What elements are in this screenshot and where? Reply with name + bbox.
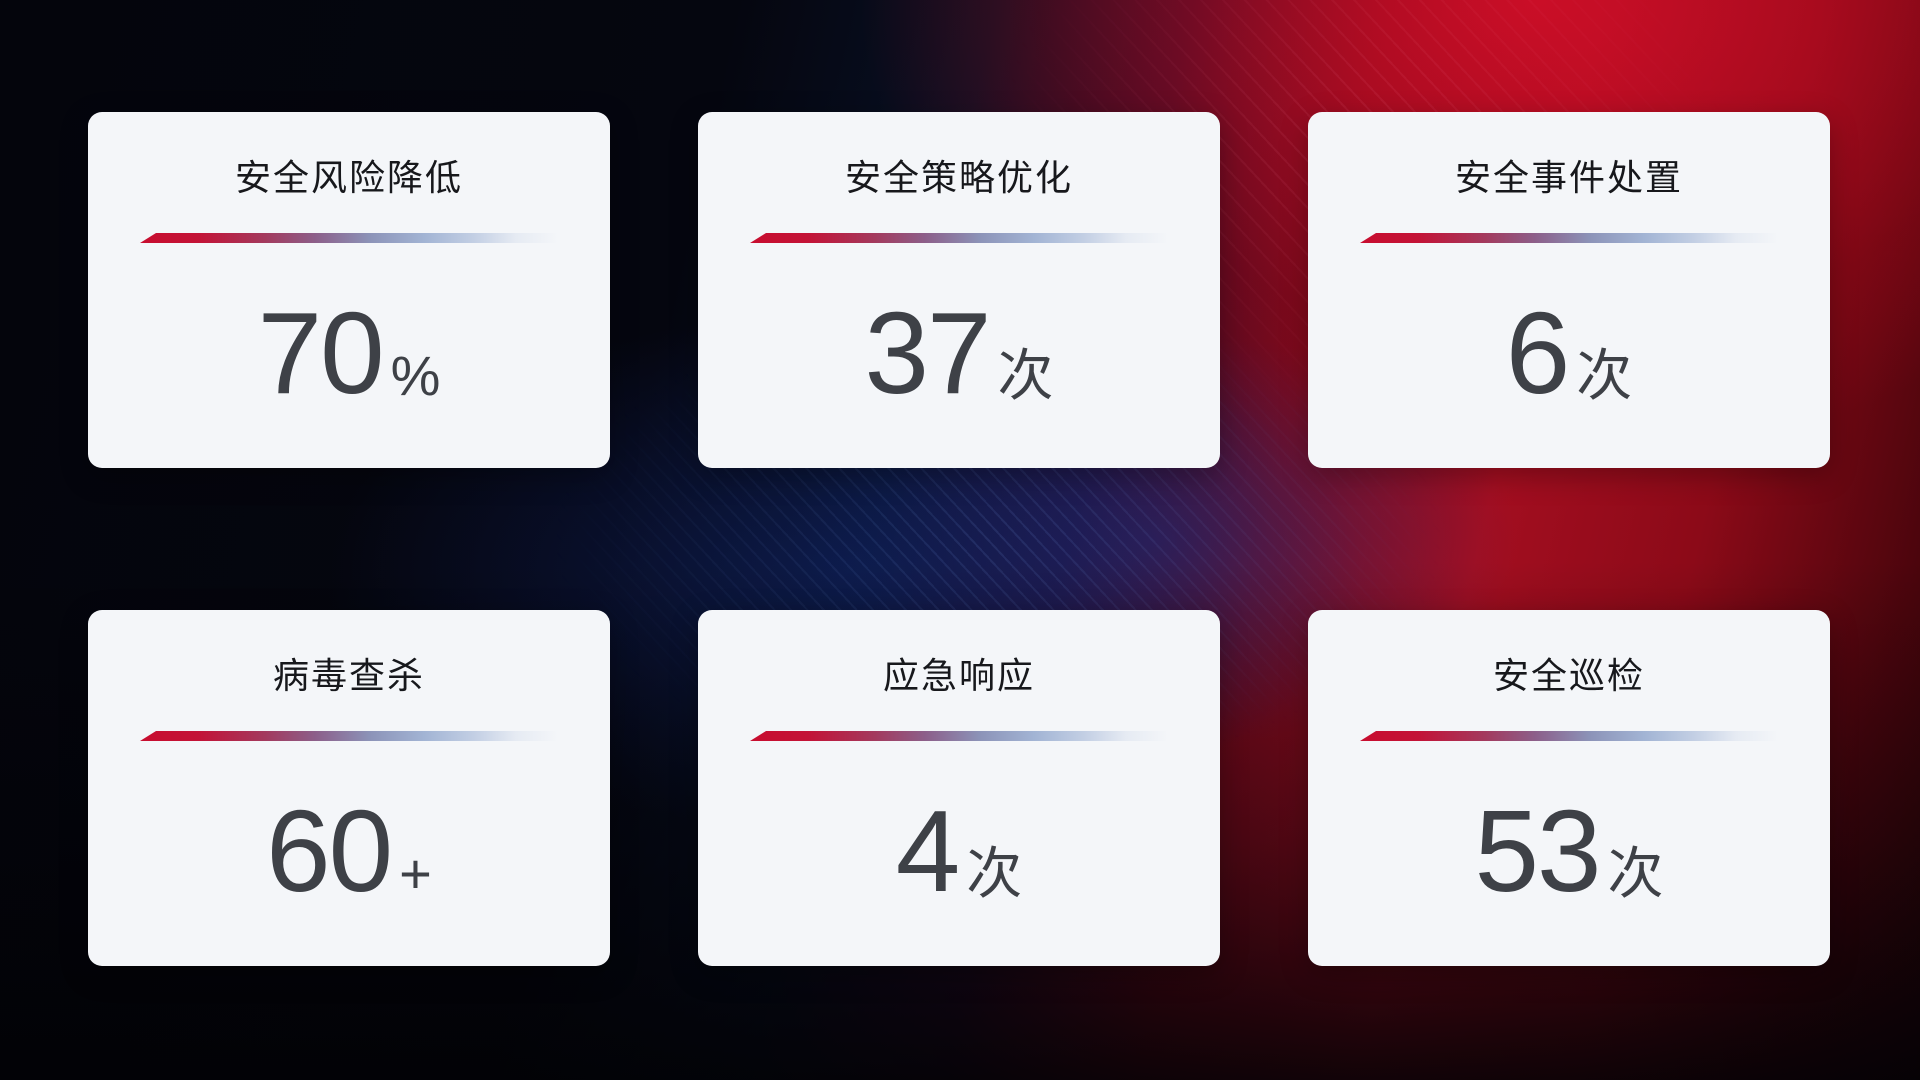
card-value-row: 37 次 — [864, 295, 1053, 411]
stat-card-3: 安全事件处置 6 次 — [1308, 112, 1830, 468]
card-value: 4 — [895, 786, 961, 916]
card-unit: 次 — [966, 842, 1023, 905]
stat-card-2: 安全策略优化 37 次 — [698, 112, 1220, 468]
card-title: 病毒查杀 — [272, 655, 425, 696]
card-value: 6 — [1505, 288, 1571, 418]
card-title: 应急响应 — [882, 655, 1035, 696]
card-unit: 次 — [997, 344, 1054, 407]
gradient-divider — [750, 233, 1168, 243]
card-value: 53 — [1474, 786, 1601, 916]
gradient-divider — [1360, 233, 1778, 243]
card-value: 60 — [266, 786, 393, 916]
card-value-row: 6 次 — [1506, 295, 1633, 411]
card-unit: 次 — [1576, 344, 1633, 407]
gradient-divider — [140, 731, 558, 741]
card-value-row: 53 次 — [1474, 793, 1663, 909]
card-value-row: 4 次 — [896, 793, 1023, 909]
gradient-divider — [750, 731, 1168, 741]
stat-card-6: 安全巡检 53 次 — [1308, 610, 1830, 966]
card-title: 安全事件处置 — [1454, 157, 1683, 198]
card-unit: + — [399, 842, 432, 905]
gradient-divider — [140, 233, 558, 243]
card-title: 安全巡检 — [1492, 655, 1645, 696]
gradient-divider — [1360, 731, 1778, 741]
stat-card-4: 病毒查杀 60 + — [88, 610, 610, 966]
card-value-row: 70 % — [258, 295, 441, 411]
card-value-row: 60 + — [266, 793, 432, 909]
stats-grid: 安全风险降低 70 % 安全策略优化 37 次 安全事件处置 6 次 — [88, 112, 1830, 966]
card-title: 安全策略优化 — [844, 157, 1073, 198]
stat-card-1: 安全风险降低 70 % — [88, 112, 610, 468]
card-value: 70 — [257, 288, 385, 418]
stat-card-5: 应急响应 4 次 — [698, 610, 1220, 966]
card-title: 安全风险降低 — [234, 157, 463, 198]
card-unit: 次 — [1607, 842, 1664, 905]
card-value: 37 — [864, 288, 991, 418]
card-unit: % — [390, 344, 441, 407]
